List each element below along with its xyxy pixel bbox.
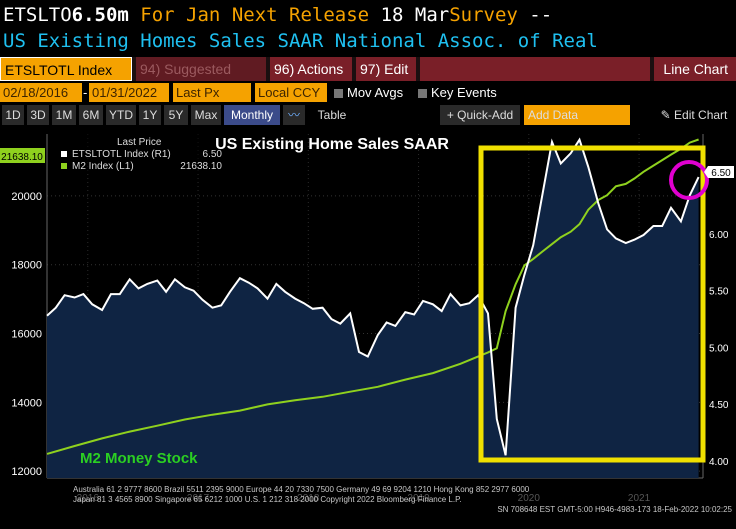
header-line-2: US Existing Homes Sales SAAR National As…: [3, 28, 736, 54]
period-bar: 1D 3D 1M 6M YTD 1Y 5Y Max Monthly 〰 Tabl…: [0, 104, 736, 126]
actions-menu[interactable]: 96) Actions ▼: [270, 57, 352, 100]
legend-m2-name: M2 Index (L1): [72, 161, 134, 172]
header-value: 6.50m: [71, 4, 129, 26]
mov-avgs-toggle[interactable]: Mov Avgs: [334, 83, 403, 102]
footer-line-2: Japan 81 3 4565 8900 Singapore 65 6212 1…: [73, 495, 462, 504]
options-bar: 02/18/2016 - 01/31/2022 Last Px Local CC…: [0, 82, 736, 103]
right-last-value-badge: 6.50: [704, 166, 734, 179]
chart-area: 12000 14000 16000 18000 20000 4.00 4.50 5.00 5.…: [0, 126, 736, 529]
m2-annotation: M2 Money Stock: [80, 450, 198, 467]
start-date-field[interactable]: 02/18/2016: [0, 83, 82, 102]
legend-ehs-value: 6.50: [203, 149, 223, 160]
actions-label: 96) Actions: [274, 61, 344, 77]
m2-index-line: [46, 138, 699, 455]
legend-m2-value: 21638.10: [180, 161, 222, 172]
chart-title: US Existing Home Sales SAAR: [215, 136, 449, 153]
left-tick-label: 12000: [11, 466, 42, 478]
quick-add-label: Quick-Add: [457, 108, 514, 122]
header-next-release-date: 18 Mar: [380, 4, 450, 26]
period-6m[interactable]: 6M: [79, 105, 103, 125]
period-1d[interactable]: 1D: [2, 105, 24, 125]
x-tick-label: 2019: [407, 493, 430, 504]
date-separator: -: [83, 85, 88, 100]
right-axis-ticks: 4.00 4.50 5.00 5.50 6.00: [709, 230, 729, 468]
highlight-circle: [669, 160, 709, 200]
existing-home-sales-area: [47, 139, 699, 478]
header-survey-value: --: [529, 4, 553, 26]
right-last-value: 6.50: [711, 168, 731, 179]
mov-avgs-label: Mov Avgs: [347, 85, 404, 100]
edit-chart-icon: ✎: [660, 108, 675, 122]
x-axis-ticks: 2016 2017 2018 2019 2020 2021: [77, 493, 651, 504]
key-events-label: Key Events: [431, 85, 497, 100]
left-last-value-bg: [0, 148, 45, 163]
mov-avgs-checkbox-icon: [334, 89, 343, 99]
key-events-toggle[interactable]: Key Events: [418, 83, 497, 102]
legend-swatch-ehs: [61, 151, 67, 157]
right-tick-label: 4.50: [709, 400, 729, 411]
x-tick-label: 2020: [518, 493, 541, 504]
right-tick-label: 5.50: [709, 287, 729, 298]
period-1m[interactable]: 1M: [52, 105, 76, 125]
period-1y[interactable]: 1Y: [139, 105, 161, 125]
quick-add-plus-icon: +: [446, 108, 458, 122]
header-line-1: ETSLTO6.50m For Jan Next Release 18 MarS…: [3, 2, 736, 28]
currency-select[interactable]: Local CCY: [255, 83, 327, 102]
edit-menu[interactable]: 97) Edit ▼: [356, 57, 416, 100]
header-ticker: ETSLTO: [3, 4, 72, 26]
x-tick-label: 2017: [187, 493, 210, 504]
end-date-field[interactable]: 01/31/2022: [89, 83, 169, 102]
edit-chart-label: Edit Chart: [674, 108, 728, 122]
footer-line-1: Australia 61 2 9777 8600 Brazil 5511 239…: [73, 485, 530, 494]
period-max[interactable]: Max: [191, 105, 221, 125]
ticker-field[interactable]: ETSLTOTL Index: [0, 57, 132, 81]
header-next-release-label: Next Release: [231, 4, 370, 26]
period-3d[interactable]: 3D: [27, 105, 49, 125]
left-tick-label: 20000: [11, 191, 42, 203]
edit-label: 97) Edit: [360, 61, 409, 77]
toolbar: ETSLTOTL Index 94) Suggested Charts 96) …: [0, 57, 736, 101]
left-axis-ticks: 12000 14000 16000 18000 20000: [11, 191, 42, 478]
frequency-select[interactable]: Monthly: [224, 105, 280, 125]
header-series-title: US Existing Homes Sales SAAR: [3, 30, 324, 52]
right-last-value-bg: [704, 166, 734, 178]
suggested-charts-button[interactable]: 94) Suggested Charts: [136, 57, 266, 101]
left-last-value: 21638.10: [1, 152, 43, 163]
header-source: National Assoc. of Real: [334, 30, 598, 52]
header-for-label: For Jan: [140, 4, 221, 26]
left-tick-label: 18000: [11, 260, 42, 272]
line-chart-icon[interactable]: 〰: [283, 105, 305, 125]
legend-swatch-m2: [61, 163, 67, 169]
period-ytd[interactable]: YTD: [106, 105, 136, 125]
toolbar-spacer: [420, 57, 650, 81]
footer-line-3: SN 708648 EST GMT-5:00 H946-4983-173 18-…: [497, 505, 732, 514]
price-type-select[interactable]: Last Px: [173, 83, 251, 102]
chart-type-label[interactable]: Line Chart: [654, 57, 736, 81]
table-button[interactable]: Table: [317, 108, 347, 122]
left-tick-label: 14000: [11, 397, 42, 409]
header-survey-label: Survey: [449, 4, 518, 26]
edit-chart-button[interactable]: ✎ Edit Chart: [654, 105, 734, 125]
quick-add-button[interactable]: + Quick-Add: [440, 105, 520, 125]
period-5y[interactable]: 5Y: [164, 105, 188, 125]
legend-box: [52, 132, 230, 174]
left-last-value-badge: 21638.10: [0, 148, 45, 163]
x-tick-label: 2018: [297, 493, 320, 504]
right-tick-label: 6.00: [709, 230, 729, 241]
existing-home-sales-line: [46, 137, 700, 456]
add-data-input[interactable]: Add Data: [524, 105, 630, 125]
x-tick-label: 2021: [628, 493, 651, 504]
right-tick-label: 4.00: [709, 457, 729, 468]
key-events-checkbox-icon: [418, 89, 427, 99]
right-tick-label: 5.00: [709, 343, 729, 354]
left-tick-label: 16000: [11, 329, 42, 341]
legend-ehs-name: ETSLTOTL Index (R1): [72, 149, 171, 160]
highlight-box: [478, 145, 706, 463]
x-tick-label: 2016: [77, 493, 100, 504]
legend-header: Last Price: [117, 137, 162, 148]
